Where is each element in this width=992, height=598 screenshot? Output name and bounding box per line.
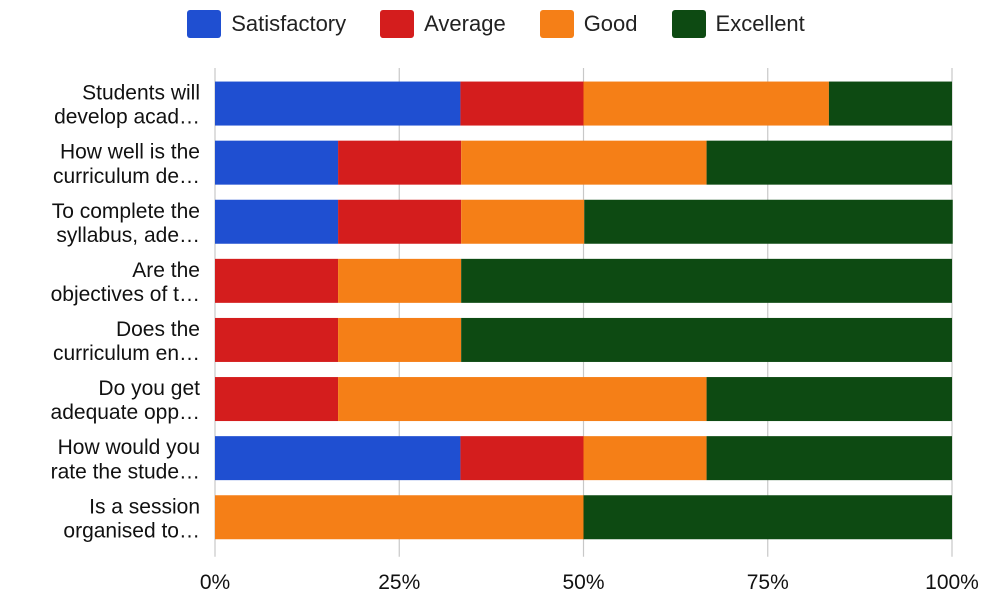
bar-excellent — [584, 199, 953, 244]
category-label-line: How well is the — [60, 141, 200, 164]
bar-good — [461, 140, 707, 185]
category-label-line: Is a session — [89, 495, 200, 518]
bar-average — [215, 377, 339, 422]
bar-excellent — [706, 377, 952, 422]
category-label-line: curriculum de… — [53, 165, 200, 188]
bar-excellent — [583, 495, 952, 540]
category-label: Do you get adequate opp… — [51, 377, 201, 424]
category-label-line: organised to… — [63, 519, 200, 542]
category-label: How well is the curriculum de… — [53, 141, 200, 188]
category-label-line: Does the — [116, 318, 200, 341]
category-label: How would you rate the stude… — [51, 436, 200, 483]
category-label-line: Do you get — [98, 377, 200, 400]
bar-average — [338, 199, 462, 244]
bar-excellent — [706, 140, 952, 185]
legend-swatch-average — [380, 10, 415, 38]
category-label: Is a session organised to… — [63, 495, 200, 542]
category-label: Are the objectives of t… — [51, 259, 200, 306]
category-label: Does the curriculum en… — [53, 318, 200, 365]
category-label-line: curriculum en… — [53, 342, 200, 365]
bar-good — [338, 317, 462, 362]
category-label-line: adequate opp… — [51, 401, 200, 424]
bar-average — [215, 258, 339, 303]
category-label: Students will develop acad… — [54, 82, 200, 129]
legend-swatch-satisfactory — [187, 10, 222, 38]
legend-swatch-excellent — [671, 10, 706, 38]
bar-satisfactory — [215, 140, 339, 185]
x-tick-label: 25% — [378, 571, 420, 594]
category-label-line: objectives of t… — [51, 283, 200, 306]
category-label-line: To complete the — [52, 200, 200, 223]
legend-label: Excellent — [715, 11, 805, 36]
chart-legend: Satisfactory Average Good Excellent — [0, 4, 992, 44]
category-label-line: Students will — [82, 82, 200, 105]
bar-good — [338, 377, 707, 422]
legend-item-average[interactable]: Average — [380, 10, 506, 38]
bar-satisfactory — [215, 81, 461, 126]
legend-label: Satisfactory — [231, 11, 347, 36]
bar-excellent — [828, 81, 952, 126]
legend-swatch-good — [539, 10, 574, 38]
x-tick-label: 75% — [747, 571, 789, 594]
bar-satisfactory — [215, 436, 461, 481]
legend-item-satisfactory[interactable]: Satisfactory — [187, 10, 346, 38]
category-label-line: syllabus, ade… — [56, 224, 200, 247]
category-label-line: rate the stude… — [51, 460, 200, 483]
bar-good — [338, 258, 462, 303]
x-tick-label: 50% — [562, 571, 604, 594]
x-tick-label: 100% — [925, 571, 979, 594]
x-tick-label: 0% — [200, 571, 230, 594]
category-label-line: develop acad… — [54, 106, 200, 129]
bar-good — [461, 199, 585, 244]
bar-average — [338, 140, 462, 185]
legend-item-good[interactable]: Good — [539, 10, 638, 38]
bar-good — [215, 495, 584, 540]
category-label: To complete the syllabus, ade… — [52, 200, 200, 247]
bar-good — [583, 81, 829, 126]
bar-excellent — [461, 258, 952, 303]
bar-excellent — [706, 436, 952, 481]
legend-item-excellent[interactable]: Excellent — [671, 10, 805, 38]
legend-label: Good — [583, 11, 638, 36]
bar-average — [215, 317, 339, 362]
bar-good — [583, 436, 707, 481]
bar-excellent — [461, 317, 952, 362]
bar-average — [460, 81, 584, 126]
bar-average — [460, 436, 584, 481]
category-label-line: How would you — [58, 436, 200, 459]
bar-satisfactory — [215, 199, 339, 244]
category-label-line: Are the — [132, 259, 200, 282]
legend-label: Average — [424, 11, 506, 36]
